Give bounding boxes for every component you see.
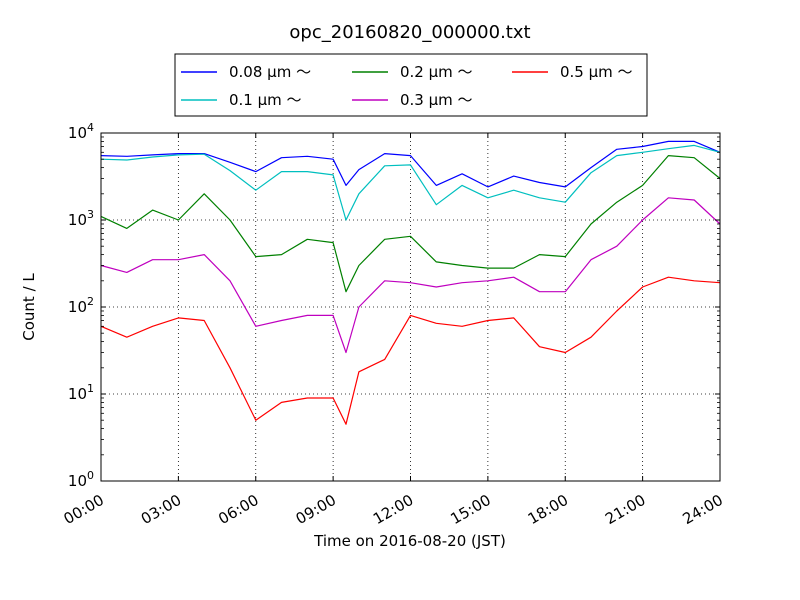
legend-label-0-3-um: 0.3 μm ～ bbox=[400, 91, 473, 109]
series-layer bbox=[100, 140, 721, 425]
chart-title: opc_20160820_000000.txt bbox=[289, 22, 530, 43]
legend-label-0-2-um: 0.2 μm ～ bbox=[400, 63, 473, 81]
legend-label-0-08-um: 0.08 μm ～ bbox=[229, 63, 311, 81]
legend-label-0-1-um: 0.1 μm ～ bbox=[229, 91, 302, 109]
y-tick-label: 104 bbox=[68, 121, 94, 142]
y-axis-label: Count / L bbox=[20, 273, 38, 341]
series-line-0-2-um bbox=[100, 155, 721, 293]
x-axis-label: Time on 2016-08-20 (JST) bbox=[313, 532, 506, 550]
y-tick-label: 100 bbox=[68, 469, 94, 490]
y-axis: 100 101 102 103 104 bbox=[68, 121, 720, 490]
legend-box bbox=[174, 53, 648, 117]
legend: 0.08 μm ～ 0.1 μm ～ 0.2 μm ～ 0.3 μm ～ 0.5 μm … bbox=[174, 53, 648, 117]
y-tick-label: 101 bbox=[68, 382, 94, 403]
series-line-0-08-um bbox=[100, 140, 721, 188]
legend-label-0-5-um: 0.5 μm ～ bbox=[560, 63, 633, 81]
series-line-0-3-um bbox=[100, 197, 721, 354]
y-tick-label: 103 bbox=[68, 208, 94, 229]
series-line-0-5-um bbox=[100, 276, 721, 425]
y-tick-label: 102 bbox=[68, 295, 94, 316]
series-line-0-1-um bbox=[100, 144, 721, 221]
